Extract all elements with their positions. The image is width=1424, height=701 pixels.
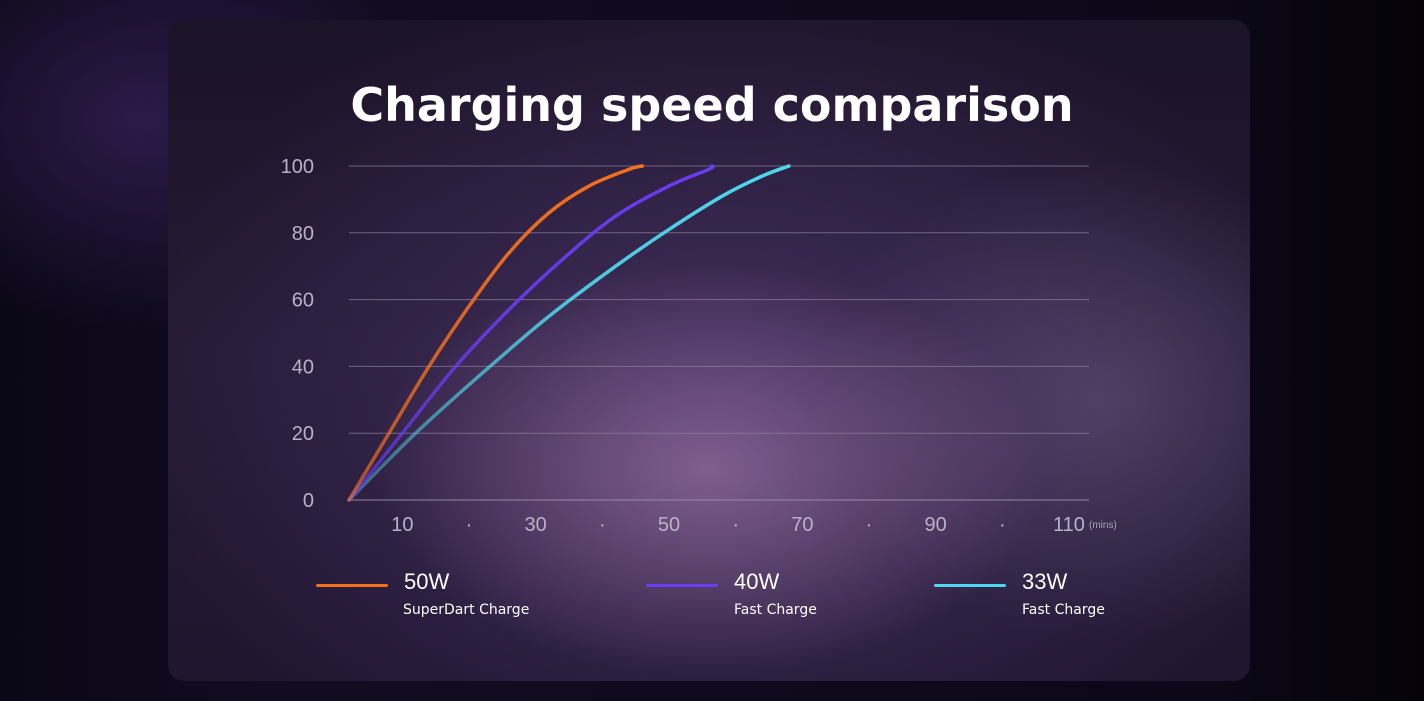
- legend-desc-40w: Fast Charge: [734, 602, 817, 618]
- x-tick-label-3: ·: [599, 514, 606, 536]
- legend-line-50w: [316, 584, 388, 587]
- x-tick-label-10: 110: [1053, 514, 1085, 536]
- x-tick-label-6: 70: [791, 514, 813, 536]
- legend-desc-33w: Fast Charge: [1022, 602, 1105, 618]
- x-tick-label-1: ·: [466, 514, 473, 536]
- legend-value-40w: 40W: [734, 569, 780, 594]
- x-tick-label-4: 50: [658, 514, 680, 536]
- x-tick-label-7: ·: [866, 514, 873, 536]
- legend-desc-50w: SuperDart Charge: [403, 602, 530, 618]
- chart-card: [168, 20, 1250, 681]
- legend-line-33w: [934, 584, 1006, 587]
- legend-line-40w: [646, 584, 718, 587]
- y-tick-label-100: 100: [281, 156, 314, 178]
- y-tick-label-20: 20: [292, 423, 314, 445]
- x-unit-label: (mins): [1089, 520, 1117, 531]
- legend-value-50w: 50W: [404, 569, 450, 594]
- y-tick-label-60: 60: [292, 290, 314, 312]
- x-tick-label-5: ·: [732, 514, 739, 536]
- x-tick-label-0: 10: [391, 514, 413, 536]
- x-tick-label-9: ·: [999, 514, 1006, 536]
- y-tick-label-80: 80: [292, 223, 314, 245]
- y-tick-label-0: 0: [303, 490, 314, 512]
- x-tick-label-8: 90: [925, 514, 947, 536]
- x-tick-label-2: 30: [525, 514, 547, 536]
- series-line-33w: [347, 164, 791, 502]
- series-line-40w: [347, 164, 715, 502]
- page-title: Charging speed comparison: [350, 78, 1074, 132]
- series-line-50w: [347, 164, 645, 502]
- legend-value-33w: 33W: [1022, 569, 1068, 594]
- y-tick-label-40: 40: [292, 356, 314, 378]
